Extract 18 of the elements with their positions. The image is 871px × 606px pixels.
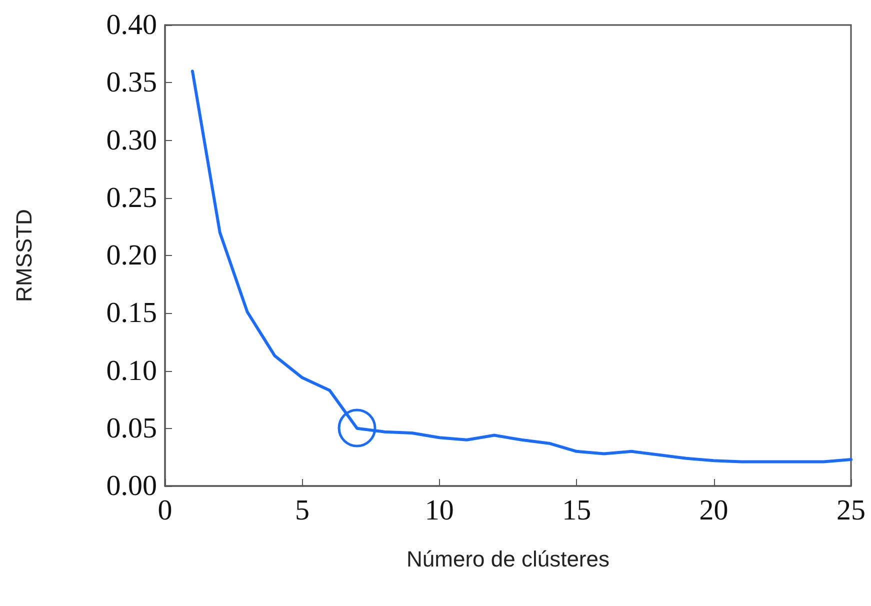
x-tick-label: 25 [836, 494, 866, 526]
x-tick-label: 10 [424, 494, 454, 526]
y-tick-label: 0.15 [106, 297, 157, 330]
y-tick-label: 0.20 [106, 240, 157, 272]
x-tick-label: 5 [294, 494, 310, 526]
y-axis-title: RMSSTD [12, 209, 36, 302]
y-tick-label: 0.40 [106, 9, 157, 41]
x-tick-label: 20 [699, 494, 728, 526]
y-tick-label: 0.05 [106, 412, 157, 444]
y-tick-label: 0.35 [106, 66, 157, 99]
y-tick-label: 0.30 [106, 124, 157, 156]
x-tick-label: 0 [158, 494, 172, 526]
y-tick-label: 0.00 [106, 470, 157, 502]
y-tick-label: 0.25 [106, 182, 157, 214]
x-tick-label: 15 [562, 494, 592, 526]
line-series [190, 70, 852, 464]
x-axis-title: Número de clústeres [406, 546, 610, 572]
y-tick-label: 0.10 [106, 354, 157, 387]
